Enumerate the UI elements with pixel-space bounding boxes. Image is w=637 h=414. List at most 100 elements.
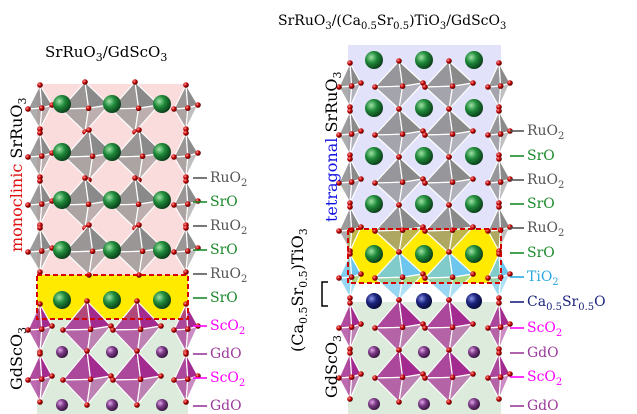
oxygen-atom bbox=[60, 327, 66, 333]
oxygen-atom bbox=[136, 127, 142, 133]
sco6-octahedron bbox=[60, 348, 114, 408]
ruo6-octahedron-edge bbox=[25, 130, 55, 180]
oxygen-atom bbox=[449, 274, 456, 281]
oxygen-atom bbox=[171, 327, 177, 333]
oxygen-atom bbox=[396, 154, 402, 160]
oxygen-atom bbox=[470, 80, 476, 86]
oxygen-atom bbox=[422, 325, 428, 331]
gd-atom bbox=[368, 398, 380, 410]
gd-atom bbox=[368, 346, 380, 358]
oxygen-atom bbox=[399, 179, 406, 185]
oxygen-atom bbox=[446, 297, 452, 303]
oxygen-atom bbox=[470, 128, 476, 134]
oxygen-atom bbox=[358, 176, 364, 182]
oxygen-atom bbox=[496, 108, 502, 114]
oxygen-atom bbox=[195, 198, 201, 204]
oxygen-atom bbox=[348, 131, 355, 137]
ruo6-octahedron bbox=[372, 154, 426, 208]
sco6-octahedron-edge bbox=[336, 350, 364, 402]
ruo6-octahedron bbox=[422, 58, 476, 112]
oxygen-atom bbox=[358, 128, 364, 134]
left-gdsco3-background bbox=[37, 304, 188, 414]
oxygen-atom bbox=[86, 222, 92, 228]
ca-sr-atom bbox=[366, 293, 382, 309]
gd-atom bbox=[418, 346, 430, 358]
ruo6-octahedron-edge bbox=[336, 156, 364, 206]
oxygen-atom bbox=[470, 271, 476, 277]
ruo6-octahedron-edge bbox=[171, 178, 201, 228]
svg-text:RuO2: RuO2 bbox=[210, 170, 247, 189]
oxygen-atom bbox=[136, 222, 142, 228]
left-layer-label-sro: SrO bbox=[193, 242, 238, 258]
sr-atom bbox=[153, 95, 171, 113]
sr-atom bbox=[153, 241, 171, 259]
gd-atom bbox=[56, 399, 68, 411]
oxygen-atom bbox=[396, 399, 402, 405]
oxygen-atom bbox=[37, 351, 43, 357]
svg-text:GdO: GdO bbox=[527, 345, 559, 361]
right-panel: SrRuO3/(Ca0.5Sr0.5)TiO3/GdScO3 tetragona… bbox=[278, 13, 606, 414]
oxygen-atom bbox=[87, 326, 94, 333]
svg-text:SrO: SrO bbox=[210, 290, 238, 306]
oxygen-atom bbox=[507, 371, 513, 377]
oxygen-atom bbox=[37, 126, 43, 132]
right-layer-label-sro: SrO bbox=[510, 196, 555, 212]
sco6-octahedron bbox=[110, 298, 164, 358]
oxygen-atom bbox=[183, 351, 189, 357]
oxygen-atom bbox=[497, 83, 504, 89]
oxygen-atom bbox=[496, 152, 502, 158]
oxygen-atom bbox=[183, 82, 189, 88]
ruo6-octahedron bbox=[372, 58, 426, 112]
tio6-octahedron bbox=[372, 249, 426, 303]
oxygen-atom bbox=[110, 327, 116, 333]
oxygen-atom bbox=[25, 202, 31, 208]
oxygen-atom bbox=[449, 324, 456, 331]
oxygen-atom bbox=[336, 325, 342, 331]
oxygen-atom bbox=[348, 374, 355, 380]
oxygen-atom bbox=[139, 153, 146, 160]
sr-atom bbox=[465, 51, 483, 69]
oxygen-atom bbox=[183, 225, 189, 231]
oxygen-atom bbox=[37, 301, 43, 307]
gd-atom bbox=[418, 398, 430, 410]
right-layer-label-gdo: GdO bbox=[510, 398, 559, 414]
oxygen-atom bbox=[347, 300, 353, 306]
left-layer-labels: RuO2 SrO RuO2 SrO RuO2 SrO ScO2 GdO ScO2 GdO bbox=[193, 170, 247, 414]
sr-atom bbox=[103, 241, 121, 259]
oxygen-atom bbox=[446, 249, 452, 255]
ruo6-octahedron-edge bbox=[485, 156, 513, 206]
oxygen-atom bbox=[37, 130, 43, 136]
ruo6-octahedron bbox=[422, 106, 476, 160]
right-catio3-bracket bbox=[321, 281, 328, 307]
sr-atom bbox=[465, 147, 483, 165]
oxygen-atom bbox=[336, 375, 342, 381]
oxygen-atom bbox=[183, 174, 189, 180]
svg-text:Ca0.5Sr0.5O: Ca0.5Sr0.5O bbox=[527, 294, 606, 313]
oxygen-atom bbox=[185, 201, 191, 207]
sr-atom bbox=[415, 51, 433, 69]
ruo6-octahedron-edge bbox=[336, 108, 364, 158]
svg-text:SrO: SrO bbox=[527, 148, 555, 164]
oxygen-atom bbox=[496, 396, 502, 402]
oxygen-atom bbox=[136, 272, 142, 278]
oxygen-atom bbox=[485, 132, 491, 138]
ruo6-octahedron bbox=[62, 127, 116, 183]
sco6-octahedron-edge bbox=[25, 301, 55, 355]
oxygen-atom bbox=[39, 153, 45, 159]
oxygen-atom bbox=[134, 402, 140, 408]
oxygen-atom bbox=[372, 325, 378, 331]
right-side-label-gdsco3: GdScO3 bbox=[322, 335, 344, 398]
oxygen-atom bbox=[422, 132, 428, 138]
ruo6-octahedron bbox=[58, 175, 112, 231]
oxygen-atom bbox=[485, 325, 491, 331]
oxygen-atom bbox=[137, 326, 144, 333]
svg-text:ScO2: ScO2 bbox=[210, 370, 245, 389]
svg-text:SrO: SrO bbox=[527, 245, 555, 261]
oxygen-atom bbox=[49, 323, 55, 329]
oxygen-atom bbox=[399, 374, 406, 381]
sr-atom bbox=[415, 245, 433, 263]
oxygen-atom bbox=[497, 374, 504, 380]
oxygen-atom bbox=[348, 274, 355, 280]
oxygen-atom bbox=[496, 204, 502, 210]
